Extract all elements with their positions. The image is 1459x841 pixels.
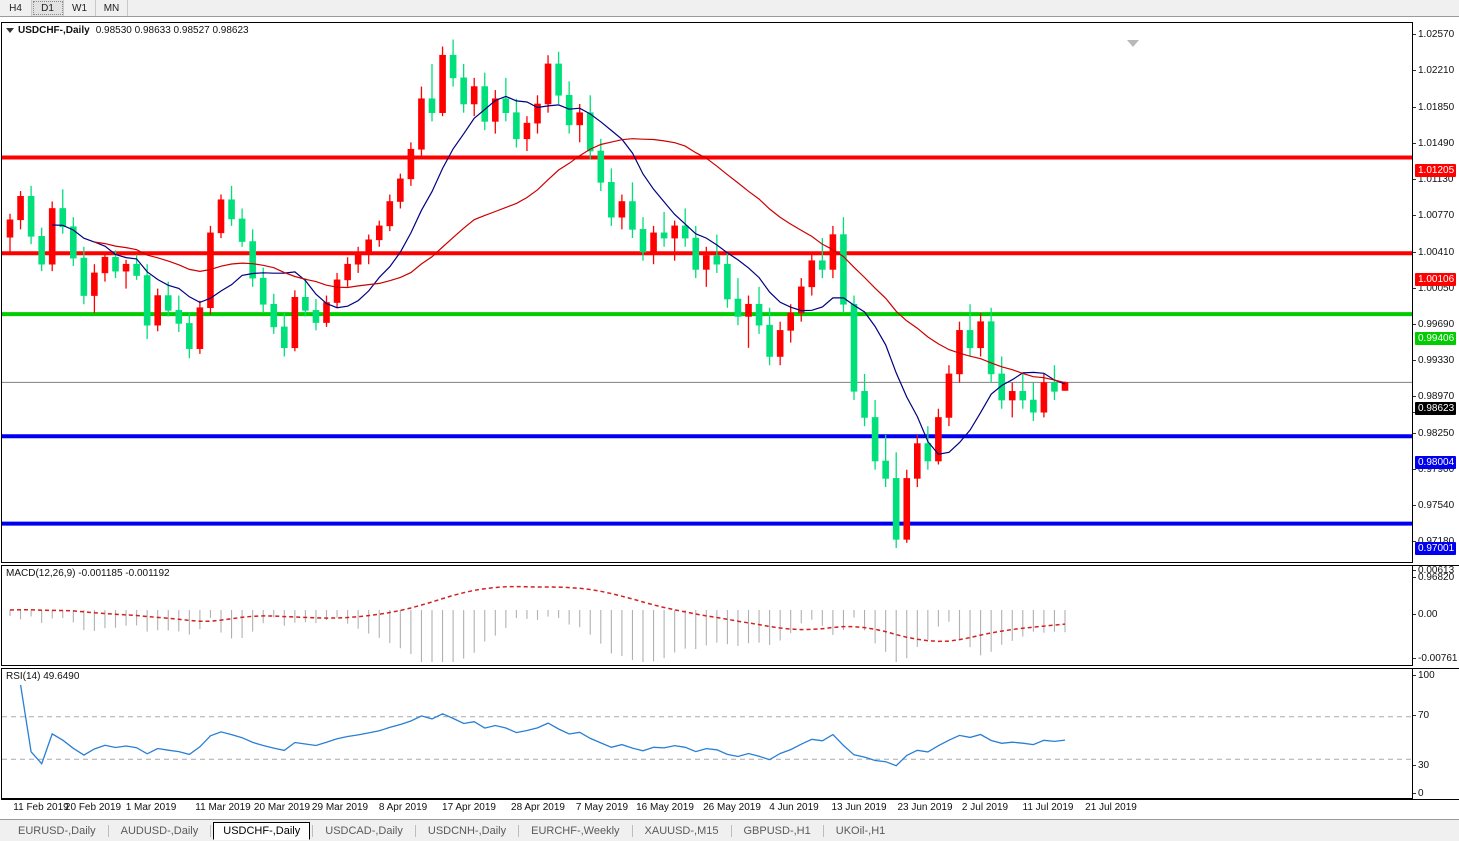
price-tick: 0.98250 — [1413, 428, 1454, 439]
timeframe-button-mn[interactable]: MN — [96, 0, 128, 16]
price-tick: 1.02210 — [1413, 65, 1454, 76]
macd-panel[interactable]: MACD(12,26,9) -0.001185 -0.001192 — [1, 565, 1413, 666]
macd-label: MACD(12,26,9) -0.001185 -0.001192 — [6, 568, 170, 579]
date-label: 17 Apr 2019 — [442, 802, 496, 813]
price-tick: 1.01490 — [1413, 138, 1454, 149]
price-tick: 0.97540 — [1413, 500, 1454, 511]
macd-plot — [9, 585, 1066, 662]
price-tick: 1.02570 — [1413, 29, 1454, 40]
date-label: 20 Mar 2019 — [253, 802, 311, 813]
tab-separator — [518, 824, 520, 837]
timeframe-button-w1[interactable]: W1 — [64, 0, 96, 16]
price-level-badge[interactable]: 0.98623 — [1415, 402, 1457, 415]
date-label: 26 May 2019 — [703, 802, 761, 813]
price-tick: 1.00770 — [1413, 210, 1454, 221]
scale-divider — [1413, 565, 1459, 566]
tab-separator — [107, 824, 109, 837]
price-tick: 0.00613 — [1413, 565, 1454, 576]
date-label: 11 Jul 2019 — [1022, 802, 1074, 813]
date-label: 7 May 2019 — [575, 802, 629, 813]
chart-tab[interactable]: UKOil-,H1 — [835, 824, 886, 837]
tab-separator — [822, 824, 824, 837]
price-tick: 1.00050 — [1413, 283, 1454, 294]
date-label: 11 Mar 2019 — [195, 802, 251, 813]
price-tick: 0.00 — [1413, 609, 1437, 620]
price-tick: 1.00410 — [1413, 247, 1454, 258]
date-label: 2 Jul 2019 — [961, 802, 1009, 813]
date-label: 29 Mar 2019 — [311, 802, 369, 813]
timeframe-button-d1[interactable]: D1 — [32, 0, 64, 16]
symbol-header: USDCHF-,Daily 0.98530 0.98633 0.98527 0.9… — [6, 25, 249, 36]
price-tick: 100 — [1413, 670, 1435, 681]
ohlc-values: 0.98530 0.98633 0.98527 0.98623 — [95, 25, 249, 36]
date-label: 4 Jun 2019 — [769, 802, 819, 813]
price-tick: 0 — [1413, 788, 1424, 799]
price-tick: 0.97180 — [1413, 536, 1454, 547]
date-label: 21 Jul 2019 — [1085, 802, 1137, 813]
date-axis: 11 Feb 2019 20 Feb 2019 1 Mar 2019 11 Mar 2… — [1, 799, 1413, 818]
date-label: 1 Mar 2019 — [125, 802, 177, 813]
tab-separator — [730, 824, 732, 837]
tab-separator — [414, 824, 416, 837]
price-panel[interactable]: USDCHF-,Daily 0.98530 0.98633 0.98527 0.9… — [1, 22, 1413, 563]
rsi-plot — [2, 684, 1412, 767]
chart-area: USDCHF-,Daily 0.98530 0.98633 0.98527 0.9… — [0, 18, 1459, 819]
tab-separator — [312, 824, 314, 837]
price-plot — [2, 39, 1412, 549]
date-label: 16 May 2019 — [636, 802, 694, 813]
price-level-badge[interactable]: 1.01205 — [1415, 164, 1457, 177]
tab-separator — [631, 824, 633, 837]
date-label: 8 Apr 2019 — [378, 802, 428, 813]
date-label: 20 Feb 2019 — [64, 802, 122, 813]
price-tick: 0.96820 — [1413, 572, 1454, 583]
price-tick: 0.97900 — [1413, 464, 1454, 475]
chart-tab[interactable]: USDCAD-,Daily — [325, 824, 403, 837]
rsi-label: RSI(14) 49.6490 — [6, 671, 80, 682]
price-tick: 70 — [1413, 710, 1429, 721]
scroll-marker-icon[interactable] — [1127, 40, 1139, 47]
chart-tab[interactable]: EURUSD-,Daily — [18, 824, 96, 837]
price-level-badge[interactable]: 0.98004 — [1415, 456, 1457, 469]
scale-divider — [1413, 668, 1459, 669]
chart-tab[interactable]: AUDUSD-,Daily — [120, 824, 199, 837]
chart-tab-bar[interactable]: EURUSD-,Daily AUDUSD-,Daily USDCHF-,Daily U… — [0, 819, 1459, 841]
price-tick: 0.99330 — [1413, 355, 1454, 366]
rsi-panel[interactable]: RSI(14) 49.6490 — [1, 668, 1413, 799]
date-label: 28 Apr 2019 — [511, 802, 565, 813]
timeframe-toolbar: H4 D1 W1 MN — [0, 0, 1459, 17]
price-tick: 0.98970 — [1413, 391, 1454, 402]
price-tick: 1.01130 — [1413, 174, 1453, 185]
timeframe-button-h4[interactable]: H4 — [0, 0, 32, 16]
chart-tab[interactable]: XAUUSD-,M15 — [644, 824, 719, 837]
chart-tab[interactable]: USDCHF-,Daily — [213, 821, 311, 840]
scale-divider — [1413, 799, 1459, 800]
price-level-badge[interactable]: 1.00106 — [1415, 273, 1457, 286]
date-label: 23 Jun 2019 — [897, 802, 953, 813]
price-tick: -0.00761 — [1413, 653, 1457, 664]
tab-separator — [210, 824, 212, 837]
chevron-down-icon[interactable] — [6, 27, 14, 33]
chart-tab[interactable]: USDCNH-,Daily — [427, 824, 507, 837]
price-scale[interactable]: 1.02570 1.02210 1.01850 1.01490 1.01130 1.007… — [1413, 22, 1459, 800]
price-level-badge[interactable]: 0.97001 — [1415, 542, 1457, 555]
date-label: 13 Jun 2019 — [831, 802, 887, 813]
chart-tab[interactable]: GBPUSD-,H1 — [743, 824, 811, 837]
price-level-badge[interactable]: 0.99406 — [1415, 332, 1457, 345]
price-tick: 1.01850 — [1413, 102, 1454, 113]
price-tick: 0.99690 — [1413, 319, 1454, 330]
symbol-name: USDCHF-,Daily — [18, 25, 90, 36]
price-tick: 30 — [1413, 760, 1429, 771]
chart-tab[interactable]: EURCHF-,Weekly — [531, 824, 620, 837]
date-label: 11 Feb 2019 — [13, 802, 69, 813]
